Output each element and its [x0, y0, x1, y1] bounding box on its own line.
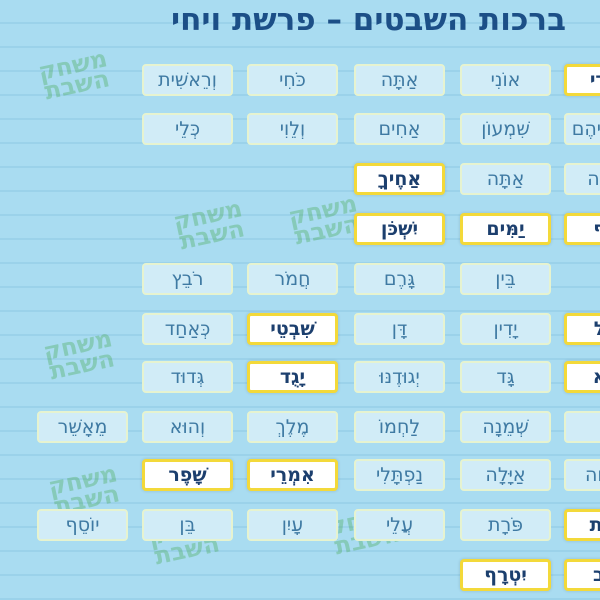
word-card[interactable]: כְּלֵי: [142, 113, 233, 145]
word-card[interactable]: אַתָּה: [460, 163, 551, 195]
word-card[interactable]: נַפְתָּלִי: [354, 459, 445, 491]
word-card[interactable]: חוֹף: [564, 213, 600, 245]
word-card[interactable]: אוֹנִי: [460, 64, 551, 96]
word-card[interactable]: שְׁמֵנָה: [460, 411, 551, 443]
word-card[interactable]: בֵּין: [460, 263, 551, 295]
word-card[interactable]: וְלֵוִי: [247, 113, 338, 145]
word-card[interactable]: כֹּחִי: [247, 64, 338, 96]
word-card[interactable]: רֹבֵץ: [142, 263, 233, 295]
word-card[interactable]: יָגֻד: [247, 361, 338, 393]
word-card[interactable]: דָּן: [354, 313, 445, 345]
word-card[interactable]: וְהוּא: [142, 411, 233, 443]
word-card[interactable]: גָּד: [460, 361, 551, 393]
word-card[interactable]: יִטְרָף: [460, 559, 551, 591]
word-card[interactable]: יָדִין: [460, 313, 551, 345]
word-card[interactable]: שִׁמְעוֹן: [460, 113, 551, 145]
word-card[interactable]: גְּדוּד: [142, 361, 233, 393]
word-card[interactable]: אַתָּה: [354, 64, 445, 96]
word-card[interactable]: בֵּן: [142, 509, 233, 541]
word-card[interactable]: וְרֵאשִׁית: [142, 64, 233, 96]
word-card[interactable]: עֲלֵי: [354, 509, 445, 541]
title: ברכות השבטים – פרשת ויחי: [170, 2, 566, 38]
word-card[interactable]: גָּרֶם: [354, 263, 445, 295]
word-card[interactable]: אִמְרֵי: [247, 459, 338, 491]
word-card[interactable]: פֹּרָת: [460, 509, 551, 541]
word-card[interactable]: שְׁלֻחָה: [564, 459, 600, 491]
word-card[interactable]: מְכֵרֹתֵיהֶם: [564, 113, 600, 145]
word-card[interactable]: יְגוּדֶנּוּ: [354, 361, 445, 393]
word-card[interactable]: יְהוּדָה: [564, 163, 600, 195]
word-card[interactable]: כְּאַחַד: [142, 313, 233, 345]
word-card[interactable]: אַחִים: [354, 113, 445, 145]
word-card[interactable]: יַמִּים: [460, 213, 551, 245]
word-card[interactable]: שִׁבְטֵי: [247, 313, 338, 345]
word-card[interactable]: אַחֶיךָ: [354, 163, 445, 195]
word-card[interactable]: הוּא: [564, 361, 600, 393]
word-card[interactable]: חֲמֹר: [247, 263, 338, 295]
word-card[interactable]: עָיִן: [247, 509, 338, 541]
word-card[interactable]: שָׁפֶר: [142, 459, 233, 491]
word-card[interactable]: זְאֵב: [564, 559, 600, 591]
word-card[interactable]: אַיָּלָה: [460, 459, 551, 491]
word-card[interactable]: מֶלֶךְ: [247, 411, 338, 443]
word-card[interactable]: בָּנוֹת: [564, 509, 600, 541]
word-card[interactable]: לַחְמוֹ: [354, 411, 445, 443]
word-card[interactable]: יִשְׁכֹּן: [354, 213, 445, 245]
word-card[interactable]: יִתֵּן: [564, 411, 600, 443]
word-card[interactable]: יוֹסֵף: [37, 509, 128, 541]
word-card[interactable]: בְּכֹרִי: [564, 64, 600, 96]
word-card[interactable]: מֵאָשֵׁר: [37, 411, 128, 443]
word-card[interactable]: רֶגֶל: [564, 313, 600, 345]
